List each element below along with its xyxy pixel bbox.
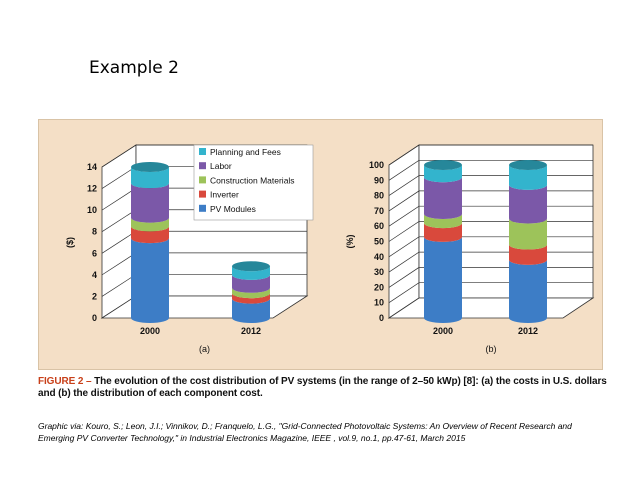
y-tick-label: 40 [374,252,384,262]
figure-panel: 0 2 4 6 8 10 12 14 ($) 2000 2012 (a) Planning and Fe… [38,119,603,370]
y-tick-label: 60 [374,221,384,231]
cost-chart-dollars: 0 2 4 6 8 10 12 14 ($) 2000 2012 (a) Planning and Fe… [65,144,314,354]
panel-label: (a) [199,344,210,354]
y-axis-label: (%) [345,235,355,249]
y-tick-label: 14 [87,162,97,172]
legend: Planning and Fees Labor Construction Mater… [193,144,314,221]
y-tick-label: 30 [374,267,384,277]
bar-stack-2012 [509,160,547,323]
gridline [388,159,593,181]
bar-segment-planning-and-fees [232,266,270,280]
y-tick-label: 8 [92,227,97,237]
y-tick-label: 2 [92,291,97,301]
legend-label: PV Modules [210,204,256,214]
bar-segment-labor [424,177,462,219]
floor [387,297,595,319]
y-tick-label: 50 [374,237,384,247]
legend-box [193,144,314,221]
legend-swatch [199,148,206,155]
y-tick-label: 6 [92,248,97,258]
bar-stack-2000 [424,160,462,323]
bar-segment-labor [232,274,270,293]
y-tick-label: 100 [369,160,384,170]
bar-segment-construction-materials [424,213,462,229]
bar-top-cap [131,162,169,172]
bar-segment-construction-materials [131,217,169,232]
panel-label: (b) [486,344,497,354]
bar-segment-pv-modules [424,236,462,323]
x-tick-label: 2000 [433,326,453,336]
source-credit: Graphic via: Kouro, S.; Leon, J.I.; Vinn… [38,421,572,443]
bar-segment-planning-and-fees [131,167,169,189]
bar-segment-inverter [131,226,169,244]
caption-label: FIGURE 2 – [38,376,95,387]
legend-label: Planning and Fees [210,147,281,157]
bar-stack-2012 [232,261,270,323]
legend-swatch [199,204,206,212]
y-tick-label: 20 [374,282,384,292]
y-tick-label: 10 [87,205,97,215]
bar-segment-pv-modules [509,259,547,323]
bar-segment-planning-and-fees [424,165,462,183]
y-tick-label: 10 [374,298,384,308]
caption-text: The evolution of the cost distribution o… [38,376,607,399]
legend-label: Labor [210,161,232,171]
side-wall [101,144,137,319]
y-tick-label: 90 [374,175,384,185]
bar-segment-inverter [232,293,270,304]
bar-segment-labor [131,183,169,223]
y-tick-label: 80 [374,191,384,201]
bar-segment-pv-modules [131,238,169,323]
bar-top-cap [232,261,270,272]
y-tick-label: 0 [379,313,384,323]
y-tick-label: 4 [92,270,97,280]
bar-top-cap [424,160,462,170]
bar-segment-construction-materials [232,287,270,299]
x-tick-label: 2012 [518,326,538,336]
legend-swatch [199,162,206,170]
y-axis-label: ($) [65,237,75,248]
y-tick-label: 70 [374,206,384,216]
y-tick-label: 12 [87,184,97,194]
bar-segment-inverter [509,244,547,265]
bar-segment-construction-materials [509,218,547,250]
legend-label: Inverter [210,190,239,200]
gridline [388,144,593,166]
slide-title: Example 2 [89,58,179,78]
bar-segment-planning-and-fees [509,165,547,190]
plot-walls [387,144,595,319]
y-tick-label: 0 [92,313,97,323]
cost-chart-percent: 0 10 20 30 40 50 60 70 80 90 100 (%) 2000 2012 (b) [345,144,595,354]
bar-segment-pv-modules [232,298,270,323]
bar-segment-inverter [424,223,462,242]
x-tick-label: 2000 [140,326,160,336]
bar-top-cap [509,160,547,170]
bar-stack-2000 [131,162,169,323]
x-tick-label: 2012 [241,326,261,336]
legend-swatch [199,190,206,198]
bar-segment-labor [509,184,547,224]
figure-caption: FIGURE 2 – The evolution of the cost dis… [38,376,608,400]
legend-swatch [199,176,206,184]
legend-label: Construction Materials [210,175,295,185]
